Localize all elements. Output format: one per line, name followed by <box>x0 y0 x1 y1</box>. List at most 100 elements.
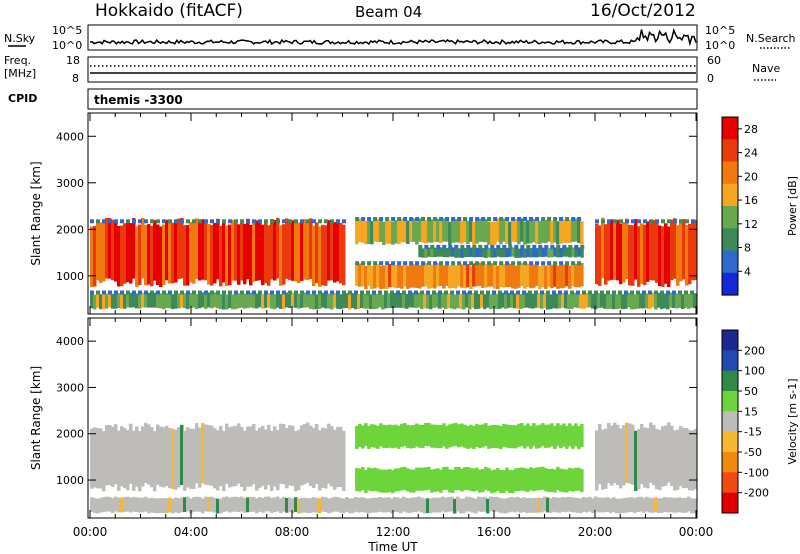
band-cell <box>126 430 130 491</box>
band-cell <box>294 292 298 308</box>
echo-band <box>418 244 585 258</box>
site-title: Hokkaido (fitACF) <box>95 1 243 21</box>
band-cell <box>475 423 479 447</box>
band-cell <box>457 248 461 258</box>
band-cell <box>318 430 322 491</box>
band-cell <box>297 222 301 284</box>
band-cell <box>327 498 331 514</box>
band-fringe <box>366 290 370 295</box>
freq-tick-high: 18 <box>66 54 80 67</box>
band-cell <box>366 498 370 514</box>
band-cell <box>565 425 569 449</box>
band-cell <box>231 496 235 512</box>
band-cell <box>550 423 554 447</box>
band-cell <box>580 248 584 258</box>
band-cell <box>529 265 533 289</box>
band-cell <box>508 247 512 257</box>
x-tick-label: 00:00 <box>679 525 714 539</box>
band-cell <box>379 265 383 290</box>
band-fringe <box>427 217 432 221</box>
band-cell <box>694 429 698 490</box>
band-cell <box>606 294 610 309</box>
band-cell <box>243 498 247 513</box>
band-cell <box>562 219 566 243</box>
band-cell <box>595 223 599 285</box>
band-cell <box>222 294 226 310</box>
band-cell <box>448 265 452 289</box>
band-cell <box>465 292 469 308</box>
band-cell <box>168 223 172 284</box>
band-fringe <box>490 244 495 249</box>
band-cell <box>192 223 196 284</box>
band-fringe <box>282 290 286 295</box>
band-cell <box>123 427 127 489</box>
band-cell <box>261 293 265 309</box>
band-cell <box>132 218 136 279</box>
band-cell <box>370 221 374 245</box>
band-cell <box>258 219 262 281</box>
band-fringe <box>367 217 372 221</box>
band-fringe <box>433 261 438 266</box>
band-cell <box>658 430 662 491</box>
band-cell <box>432 293 436 308</box>
band-cell <box>306 219 310 280</box>
band-cell <box>516 293 520 309</box>
band-cell <box>451 219 455 243</box>
band-fringe <box>547 217 552 221</box>
band-cell <box>159 226 163 287</box>
band-cell <box>303 424 307 485</box>
colorbar-tick-label: -200 <box>744 487 769 500</box>
band-cell <box>312 225 316 287</box>
band-cell <box>550 248 554 258</box>
band-fringe <box>168 290 172 295</box>
band-fringe <box>679 219 683 224</box>
band-cell <box>487 221 491 245</box>
band-cell <box>667 226 671 287</box>
band-fringe <box>556 244 561 249</box>
band-cell <box>622 222 626 283</box>
band-cell <box>517 264 521 288</box>
band-cell <box>357 497 361 513</box>
band-cell <box>376 425 380 449</box>
band-cell <box>385 469 389 493</box>
band-cell <box>444 497 448 513</box>
band-fringe <box>180 219 184 224</box>
band-cell <box>648 294 652 309</box>
band-cell <box>511 247 515 257</box>
band-cell <box>397 220 401 245</box>
band-cell <box>543 292 547 308</box>
band-cell <box>511 218 515 242</box>
band-cell <box>510 496 514 512</box>
band-cell <box>282 424 286 485</box>
band-cell <box>475 220 479 244</box>
band-cell <box>547 218 551 242</box>
band-fringe <box>438 290 442 295</box>
band-cell <box>528 293 532 309</box>
band-cell <box>559 220 563 244</box>
band-fringe <box>624 290 628 295</box>
band-cell <box>264 292 268 308</box>
band-cell <box>457 424 461 448</box>
band-cell <box>90 497 94 512</box>
band-cell <box>513 293 517 309</box>
band-cell <box>496 247 500 257</box>
band-cell <box>540 497 544 513</box>
band-cell <box>388 424 392 448</box>
band-cell <box>561 497 565 512</box>
band-cell <box>451 469 455 493</box>
nsearch-tick-high: 10^5 <box>705 24 735 37</box>
band-cell <box>358 423 362 447</box>
band-cell <box>483 294 487 310</box>
band-fringe <box>535 261 540 266</box>
band-cell <box>526 423 530 447</box>
band-cell <box>547 263 551 287</box>
band-cell <box>240 496 244 512</box>
band-cell <box>102 497 106 512</box>
band-fringe <box>258 219 262 224</box>
band-fringe <box>90 290 94 295</box>
band-cell <box>363 497 367 513</box>
band-fringe <box>192 290 196 295</box>
band-cell <box>303 292 307 308</box>
y-tick-label: 4000 <box>56 335 84 348</box>
band-cell <box>393 293 397 308</box>
